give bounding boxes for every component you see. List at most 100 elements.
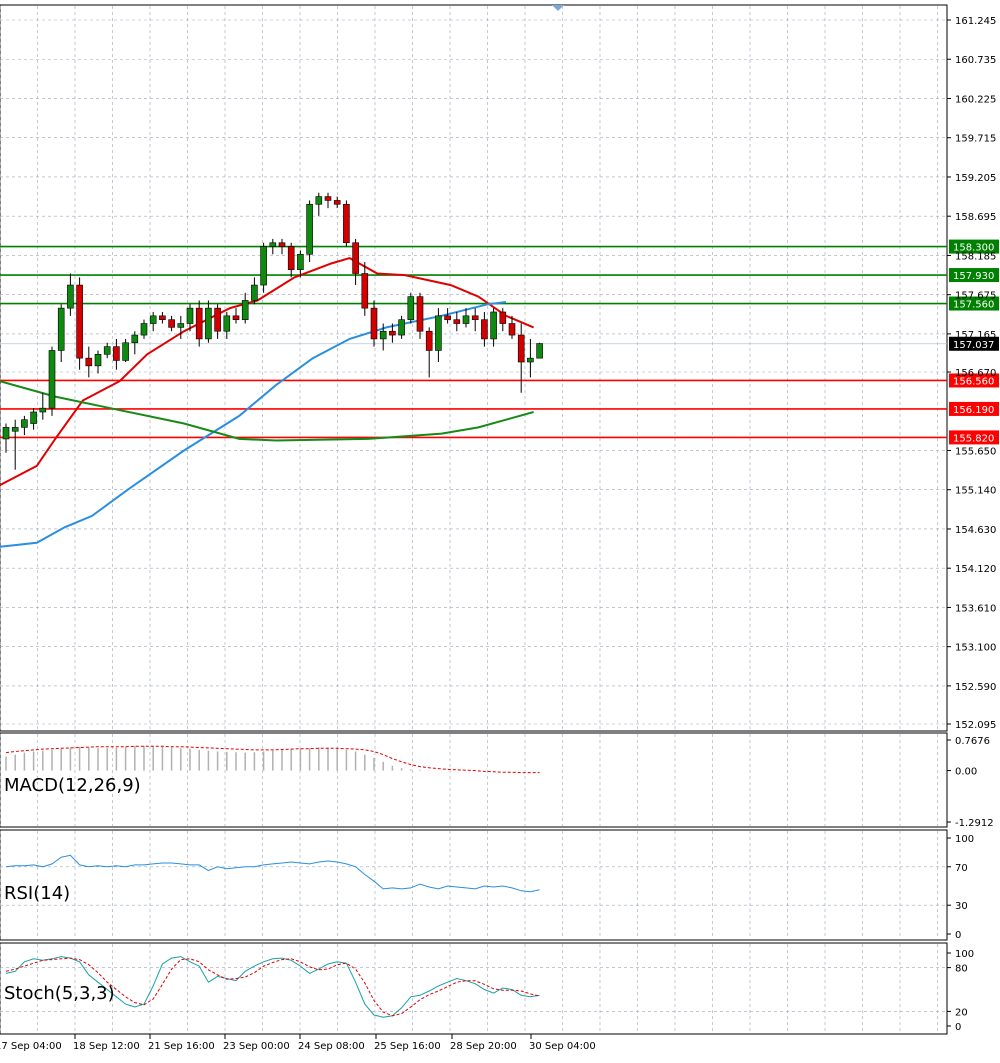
price-tick-label: 157.165 (955, 330, 996, 341)
time-tick-label: 21 Sep 16:00 (148, 1041, 215, 1052)
price-grid (0, 6, 947, 730)
candle-body (131, 334, 139, 344)
price-tick-label: 159.715 (955, 134, 996, 145)
candle-body (251, 284, 258, 301)
candle-body (223, 315, 231, 332)
level-badge (949, 268, 999, 283)
level-label: 157.930 (953, 271, 994, 282)
candle-body (536, 343, 543, 359)
stoch-label: Stoch(5,3,3) (4, 983, 115, 1004)
price-tick-label: 155.650 (955, 446, 996, 457)
price-tick-label: 159.205 (955, 173, 996, 184)
rsi-tick-label: 0 (955, 930, 961, 941)
candle-body (140, 323, 148, 336)
candle-body (30, 411, 37, 424)
rsi-label: RSI(14) (4, 883, 70, 904)
ma-green-line (0, 380, 534, 442)
candle-body (324, 196, 332, 201)
rsi-line (5, 854, 540, 893)
candle-body (490, 311, 497, 340)
shift-marker-icon[interactable] (552, 5, 564, 11)
stoch-lines (5, 956, 540, 1018)
macd-tick-label: 0.00 (955, 767, 977, 778)
macd-tick-label: -1.2912 (955, 818, 994, 829)
price-tick-label: 153.610 (955, 603, 996, 614)
candle-body (2, 427, 10, 440)
candle-body (85, 357, 93, 367)
candle-body (149, 315, 157, 324)
stoch-grid (0, 944, 947, 1033)
candle-body (527, 357, 534, 363)
level-badge (949, 430, 999, 445)
level-label: 156.190 (953, 405, 994, 416)
candle-body (306, 203, 313, 255)
candle-body (94, 354, 102, 367)
candle-body (168, 319, 175, 328)
rsi-tick-label: 100 (955, 834, 974, 845)
candle-body (352, 242, 359, 274)
candle-body (462, 315, 470, 324)
candle-body (407, 296, 415, 320)
level-badge (949, 239, 999, 254)
moving-averages (0, 257, 534, 548)
candle-body (195, 307, 203, 340)
macd-panel[interactable]: 0.7676 0.00 -1.2912 MACD(12,26,9) (0, 732, 994, 829)
macd-tick-label: 0.7676 (955, 736, 990, 747)
rsi-tick-label: 70 (955, 863, 968, 874)
ma-red-line (0, 257, 534, 486)
price-tick-label: 158.185 (955, 251, 996, 262)
stoch-tick-label: 100 (955, 949, 974, 960)
rsi-grid (0, 831, 947, 939)
stoch-panel[interactable]: 100 80 20 0 Stoch(5,3,3) (0, 942, 974, 1035)
time-tick-label: 25 Sep 16:00 (374, 1041, 441, 1052)
candle-body (159, 315, 166, 320)
price-tick-label: 158.695 (955, 212, 996, 223)
time-tick-label: 23 Sep 00:00 (223, 1041, 290, 1052)
candle-body (389, 330, 396, 336)
price-tick-label: 157.675 (955, 291, 996, 302)
rsi-panel[interactable]: 100 70 30 0 RSI(14) (0, 829, 974, 941)
rsi-tick-label: 30 (955, 901, 968, 912)
candle-body (297, 253, 304, 270)
candle-body (241, 300, 249, 320)
candle-body (343, 203, 350, 244)
candle-body (361, 273, 369, 309)
time-tick-label: 24 Sep 08:00 (298, 1041, 365, 1052)
time-axis: 17 Sep 04:00 18 Sep 12:00 21 Sep 16:00 23 S… (0, 1034, 596, 1052)
candle-body (435, 315, 442, 351)
price-panel-frame (0, 4, 948, 732)
candle-body (278, 242, 286, 247)
macd-signal (5, 745, 540, 774)
candle-body (315, 196, 323, 205)
candle-body (11, 427, 19, 432)
candle-body (76, 284, 83, 359)
price-panel[interactable]: 158.300 157.930 157.560 156.560 156.190 155.8… (0, 4, 999, 732)
candle-body (481, 319, 488, 340)
stoch-tick-label: 80 (955, 964, 968, 975)
time-tick-label: 30 Sep 04:00 (529, 1041, 596, 1052)
candle-body (416, 296, 424, 332)
candle-body (67, 284, 74, 309)
candle-body (177, 323, 185, 328)
candle-body (471, 315, 479, 320)
stoch-k-line (5, 956, 540, 1018)
candle-body (205, 307, 212, 340)
candle-body (269, 242, 277, 247)
candle-body (260, 246, 267, 286)
support-resistance-lines[interactable]: 158.300 157.930 157.560 156.560 156.190 155.8… (0, 239, 999, 445)
time-tick-label: 17 Sep 04:00 (0, 1041, 62, 1052)
ma-blue-line (0, 301, 507, 548)
rsi-axis: 100 70 30 0 (947, 834, 974, 941)
level-label: 158.300 (953, 243, 994, 254)
stoch-d-line (5, 957, 540, 1017)
candle-body (499, 311, 507, 324)
candle-body (425, 330, 433, 351)
candle-body (453, 319, 461, 324)
candle-body (444, 315, 451, 320)
time-tick-label: 28 Sep 20:00 (450, 1041, 517, 1052)
candle-body (186, 307, 194, 324)
candle-body (48, 350, 56, 409)
macd-panel-frame (0, 732, 948, 828)
